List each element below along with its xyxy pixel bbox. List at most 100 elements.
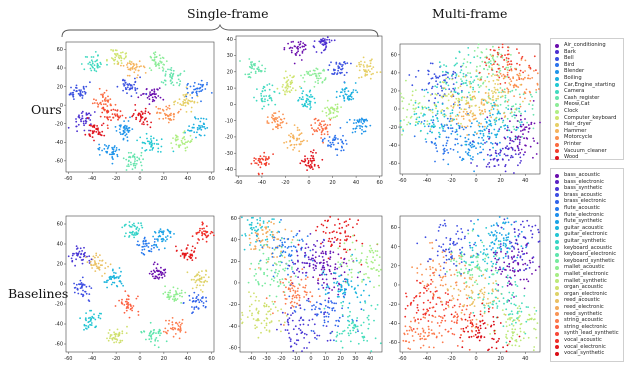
scatter-point <box>83 284 86 286</box>
scatter-point <box>254 245 257 248</box>
y-tick-label: -40 <box>389 143 397 149</box>
scatter-point <box>481 136 483 139</box>
scatter-point <box>312 259 314 262</box>
scatter-point <box>508 262 511 265</box>
scatter-point <box>254 299 257 302</box>
scatter-point <box>93 125 96 128</box>
scatter-point <box>458 99 461 101</box>
scatter-point <box>434 286 437 289</box>
scatter-point <box>435 77 438 79</box>
scatter-point <box>317 77 320 80</box>
scatter-point <box>264 158 267 160</box>
scatter-point <box>469 312 472 314</box>
scatter-point <box>510 131 513 134</box>
scatter-point <box>113 341 115 344</box>
scatter-point <box>249 223 252 226</box>
scatter-point <box>266 246 269 248</box>
scatter-point <box>323 124 325 127</box>
scatter-point <box>299 85 301 88</box>
scatter-point <box>115 49 118 52</box>
scatter-point <box>322 39 325 42</box>
scatter-point <box>127 160 130 163</box>
scatter-point <box>423 125 426 128</box>
scatter-point <box>478 106 481 109</box>
scatter-point <box>189 253 192 256</box>
x-tick-label: -10 <box>292 356 300 362</box>
scatter-point <box>259 219 261 222</box>
scatter-point <box>434 137 437 140</box>
scatter-point <box>420 318 422 321</box>
scatter-point <box>462 82 464 85</box>
scatter-point <box>465 126 467 129</box>
scatter-point <box>490 102 492 105</box>
scatter-point <box>183 253 186 255</box>
scatter-point <box>288 332 290 335</box>
y-tick-label: 60 <box>57 222 63 228</box>
scatter-point <box>507 247 510 249</box>
scatter-point <box>515 129 517 131</box>
scatter-point <box>452 148 455 151</box>
scatter-point <box>441 81 444 83</box>
scatter-point <box>174 100 177 103</box>
scatter-point <box>480 85 482 87</box>
scatter-point <box>106 99 108 102</box>
scatter-point <box>494 230 497 232</box>
scatter-point <box>499 83 502 85</box>
scatter-point <box>508 129 511 132</box>
scatter-point <box>72 91 74 94</box>
scatter-point <box>472 86 474 89</box>
scatter-point <box>128 235 131 237</box>
scatter-point <box>166 238 168 241</box>
scatter-point <box>329 216 332 218</box>
scatter-point <box>473 298 476 301</box>
scatter-point <box>155 55 158 58</box>
scatter-point <box>271 84 274 87</box>
scatter-point <box>271 233 274 236</box>
scatter-point <box>331 307 334 310</box>
scatter-point <box>313 159 316 162</box>
scatter-point <box>295 296 298 299</box>
scatter-point <box>331 330 334 333</box>
scatter-point <box>355 65 358 68</box>
scatter-point <box>431 87 433 90</box>
scatter-point <box>284 93 287 96</box>
scatter-point <box>330 145 332 148</box>
scatter-point <box>138 244 141 246</box>
scatter-point <box>452 297 455 300</box>
scatter-point <box>368 323 370 325</box>
scatter-point <box>458 51 461 54</box>
scatter-point <box>169 68 171 71</box>
scatter-point <box>294 262 297 265</box>
scatter-point <box>470 122 473 125</box>
scatter-point <box>450 124 452 127</box>
scatter-point <box>442 284 444 287</box>
scatter-point <box>279 264 281 267</box>
scatter-point <box>98 87 101 90</box>
scatter-point <box>374 337 377 340</box>
scatter-point <box>304 48 307 51</box>
scatter-point <box>113 331 115 334</box>
scatter-point <box>301 331 303 334</box>
scatter-point <box>360 308 363 311</box>
scatter-point <box>109 337 111 340</box>
scatter-point <box>352 89 355 91</box>
scatter-point <box>516 62 518 65</box>
scatter-point <box>80 118 82 121</box>
scatter-point <box>150 121 152 124</box>
scatter-point <box>434 268 437 271</box>
scatter-point <box>502 73 505 76</box>
scatter-point <box>145 149 148 151</box>
scatter-point <box>342 330 344 333</box>
scatter-point <box>496 259 498 261</box>
scatter-point <box>477 235 480 237</box>
scatter-point <box>84 93 87 95</box>
scatter-point <box>128 231 131 234</box>
scatter-point <box>442 256 445 258</box>
scatter-point <box>360 324 363 327</box>
scatter-point <box>450 285 452 288</box>
scatter-point <box>411 266 413 269</box>
scatter-point <box>507 159 510 161</box>
scatter-point <box>301 50 304 53</box>
scatter-point <box>148 112 151 115</box>
scatter-point <box>129 87 131 90</box>
